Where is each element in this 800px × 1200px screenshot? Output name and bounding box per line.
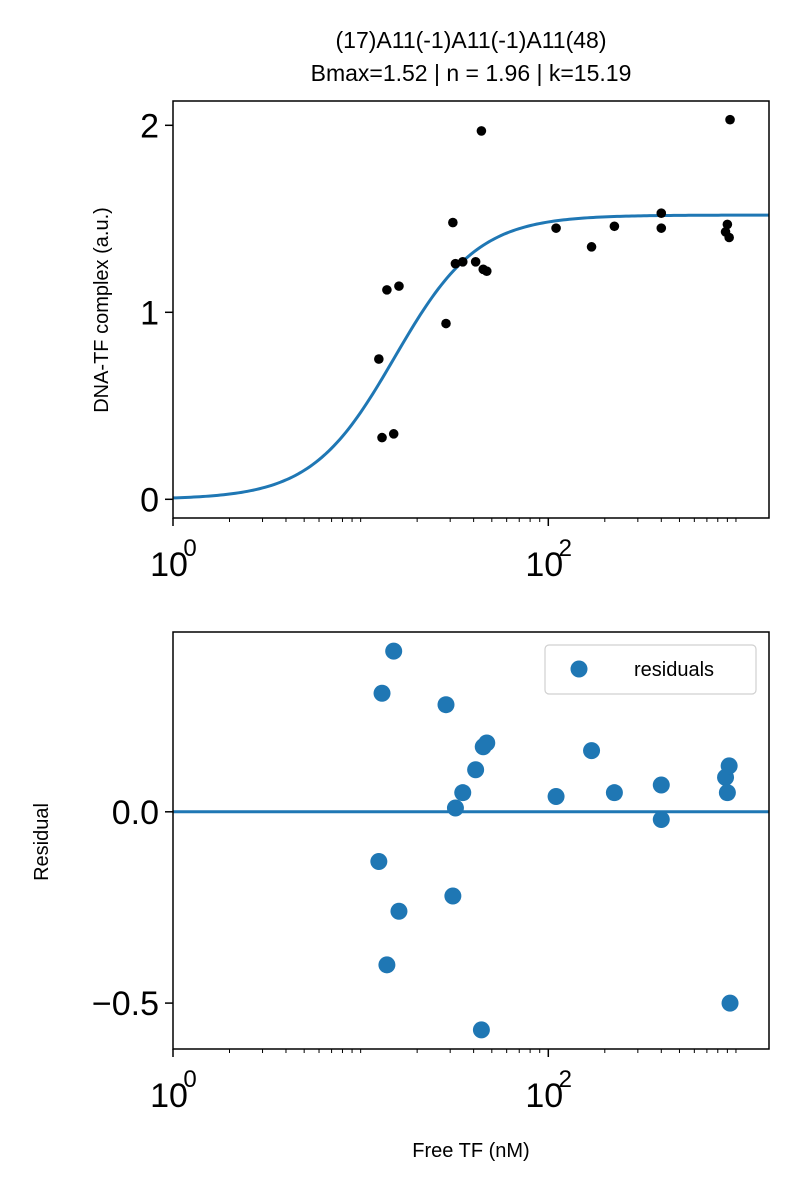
data-point xyxy=(470,257,481,267)
legend-marker xyxy=(570,660,588,678)
x-tick-label: 10 xyxy=(150,546,188,584)
x-tick-exponent: 0 xyxy=(183,1066,196,1093)
data-point xyxy=(656,223,667,233)
top-y-axis-label: DNA-TF complex (a.u.) xyxy=(91,207,113,413)
legend-box xyxy=(544,644,757,695)
data-point xyxy=(382,285,392,295)
residual-point xyxy=(437,696,455,714)
data-point xyxy=(551,223,561,233)
residual-point xyxy=(547,788,565,805)
data-point xyxy=(388,429,399,439)
residual-point xyxy=(605,784,623,802)
residual-point xyxy=(444,887,462,905)
x-tick-exponent: 2 xyxy=(559,1066,572,1093)
chart-title-line1: (17)A11(-1)A11(-1)A11(48) xyxy=(336,27,607,53)
residual-point xyxy=(378,956,396,974)
y-tick-label: −0.5 xyxy=(92,985,159,1023)
data-point xyxy=(394,281,404,291)
data-point xyxy=(441,318,451,329)
residual-point xyxy=(385,642,403,660)
bottom-x-axis-label: Free TF (nM) xyxy=(412,1140,529,1162)
data-point xyxy=(725,114,735,125)
data-point xyxy=(609,221,620,232)
data-point xyxy=(722,219,733,230)
axes-frame xyxy=(172,631,770,1050)
residual-point xyxy=(467,761,485,779)
top-panel: (17)A11(-1)A11(-1)A11(48) Bmax=1.52 | n … xyxy=(91,27,770,584)
y-tick-label: 0.0 xyxy=(112,794,159,832)
residual-point xyxy=(472,1021,490,1039)
residual-point xyxy=(370,853,388,871)
legend-label: residuals xyxy=(634,659,714,681)
residual-point xyxy=(652,776,670,794)
residual-point xyxy=(454,784,472,802)
data-point xyxy=(476,126,487,136)
x-tick-label: 10 xyxy=(150,1077,188,1115)
residual-point xyxy=(720,757,738,775)
data-point xyxy=(481,266,492,276)
y-tick-label: 1 xyxy=(140,294,159,332)
residual-point xyxy=(390,902,408,920)
data-point xyxy=(374,354,384,364)
x-tick-exponent: 0 xyxy=(183,535,196,562)
y-tick-label: 2 xyxy=(140,107,159,145)
data-point xyxy=(457,257,468,267)
x-tick-label: 10 xyxy=(525,1077,563,1115)
residual-point xyxy=(583,742,601,760)
data-point xyxy=(724,232,734,243)
bottom-panel: Residual Free TF (nM) 100 102−0.50.0resid… xyxy=(31,631,770,1162)
chart-title-line2: Bmax=1.52 | n = 1.96 | k=15.19 xyxy=(311,60,632,86)
x-tick-exponent: 2 xyxy=(559,535,572,562)
residual-point xyxy=(446,799,464,817)
data-point xyxy=(586,242,597,252)
axes-frame xyxy=(172,100,770,519)
bottom-y-axis-label: Residual xyxy=(31,803,53,881)
fit-curve xyxy=(172,213,769,500)
residual-point xyxy=(652,810,670,828)
data-point xyxy=(656,208,667,218)
residual-point xyxy=(478,734,496,752)
residual-point xyxy=(721,994,739,1012)
residual-point xyxy=(718,784,736,802)
residual-point xyxy=(373,684,391,702)
x-tick-label: 10 xyxy=(525,546,563,584)
y-tick-label: 0 xyxy=(140,481,159,519)
data-point xyxy=(450,258,461,269)
data-point xyxy=(448,217,458,228)
data-point xyxy=(377,432,387,443)
legend: residuals xyxy=(544,644,757,695)
